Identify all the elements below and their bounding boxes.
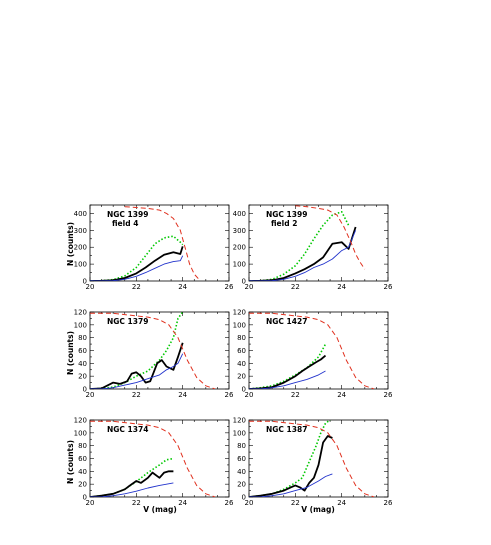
y-tick-label-4: 100 — [233, 321, 246, 329]
y-tick-label-2: 0 — [242, 278, 246, 286]
x-tick-label-3: 22 — [132, 391, 141, 399]
y-tick-label-3: 80 — [78, 334, 87, 342]
y-tick-label-1: 0 — [83, 278, 87, 286]
series-black-4 — [249, 354, 327, 389]
y-tick-label-1: 200 — [74, 244, 87, 252]
series-blue-2 — [249, 230, 357, 281]
x-tick-label-4: 26 — [384, 391, 393, 399]
series-red-5 — [90, 420, 216, 497]
y-tick-label-1: 300 — [74, 227, 87, 235]
x-tick-label-5: 24 — [178, 499, 187, 507]
series-black-2 — [249, 226, 357, 281]
y-tick-label-4: 60 — [237, 347, 246, 355]
y-tick-label-4: 0 — [242, 386, 246, 394]
y-tick-label-3: 20 — [78, 373, 87, 381]
y-tick-label-3: 40 — [78, 360, 87, 368]
x-tick-label-4: 24 — [337, 391, 346, 399]
series-green-4 — [249, 343, 327, 389]
y-tick-label-2: 200 — [233, 244, 246, 252]
y-tick-label-4: 80 — [237, 334, 246, 342]
y-tick-label-5: 0 — [83, 494, 87, 502]
y-tick-label-6: 80 — [237, 442, 246, 450]
y-axis-label-bottom: N (counts) — [66, 440, 75, 484]
x-tick-label-5: 20 — [86, 499, 95, 507]
panel-label-4: NGC 1427 — [266, 317, 307, 326]
panel-label-6: NGC 1387 — [266, 425, 307, 434]
x-tick-label-6: 26 — [384, 499, 393, 507]
series-red-6 — [249, 420, 375, 497]
y-tick-label-3: 0 — [83, 386, 87, 394]
y-axis-label-middle: N (counts) — [66, 331, 75, 375]
series-blue-3 — [90, 353, 184, 389]
y-tick-label-4: 120 — [233, 309, 246, 317]
y-tick-label-2: 300 — [233, 227, 246, 235]
y-tick-label-6: 0 — [242, 494, 246, 502]
y-tick-label-5: 120 — [74, 417, 87, 425]
y-tick-label-2: 100 — [233, 261, 246, 269]
y-tick-label-3: 60 — [78, 347, 87, 355]
x-axis-label-right: V (mag) — [301, 505, 335, 514]
y-tick-label-5: 80 — [78, 442, 87, 450]
x-tick-label-1: 20 — [86, 283, 95, 291]
panel-label-1: NGC 1399 — [107, 210, 148, 219]
y-tick-label-6: 20 — [237, 481, 246, 489]
y-tick-label-6: 100 — [233, 429, 246, 437]
series-black-5 — [90, 470, 174, 497]
y-tick-label-4: 40 — [237, 360, 246, 368]
x-tick-label-3: 24 — [178, 391, 187, 399]
x-tick-label-1: 26 — [225, 283, 234, 291]
series-red-3 — [90, 312, 216, 389]
series-green-2 — [249, 211, 350, 281]
series-blue-5 — [90, 482, 174, 497]
x-tick-label-4: 22 — [291, 391, 300, 399]
x-tick-label-2: 20 — [245, 283, 254, 291]
panel-label-2: NGC 1399 — [266, 210, 307, 219]
y-tick-label-6: 40 — [237, 468, 246, 476]
x-tick-label-3: 20 — [86, 391, 95, 399]
series-red-2 — [295, 205, 366, 270]
series-blue-1 — [90, 255, 184, 281]
series-red-1 — [124, 206, 200, 280]
panel-label-2: field 2 — [271, 219, 297, 228]
y-tick-label-6: 60 — [237, 455, 246, 463]
panel-label-1: field 4 — [112, 219, 138, 228]
y-tick-label-1: 400 — [74, 210, 87, 218]
series-red-4 — [249, 312, 375, 389]
series-blue-6 — [249, 473, 333, 497]
panel-label-5: NGC 1374 — [107, 425, 148, 434]
x-tick-label-6: 22 — [291, 499, 300, 507]
x-tick-label-5: 26 — [225, 499, 234, 507]
x-tick-label-1: 24 — [178, 283, 187, 291]
series-black-3 — [90, 342, 184, 389]
y-tick-label-1: 100 — [74, 261, 87, 269]
x-tick-label-6: 24 — [337, 499, 346, 507]
x-tick-label-3: 26 — [225, 391, 234, 399]
x-tick-label-2: 26 — [384, 283, 393, 291]
x-tick-label-4: 20 — [245, 391, 254, 399]
x-axis-label-left: V (mag) — [143, 505, 177, 514]
y-tick-label-2: 400 — [233, 210, 246, 218]
x-tick-label-5: 22 — [132, 499, 141, 507]
y-tick-label-5: 100 — [74, 429, 87, 437]
series-green-5 — [90, 457, 174, 497]
x-tick-label-2: 24 — [337, 283, 346, 291]
x-tick-label-1: 22 — [132, 283, 141, 291]
x-tick-label-2: 22 — [291, 283, 300, 291]
y-tick-label-3: 120 — [74, 309, 87, 317]
y-tick-label-5: 40 — [78, 468, 87, 476]
panel-label-3: NGC 1379 — [107, 317, 148, 326]
y-tick-label-6: 120 — [233, 417, 246, 425]
y-tick-label-3: 100 — [74, 321, 87, 329]
y-axis-label-top: N (counts) — [66, 222, 75, 266]
x-tick-label-6: 20 — [245, 499, 254, 507]
series-black-6 — [249, 435, 333, 497]
series-blue-4 — [249, 370, 326, 389]
y-tick-label-5: 20 — [78, 481, 87, 489]
y-tick-label-4: 20 — [237, 373, 246, 381]
y-tick-label-5: 60 — [78, 455, 87, 463]
